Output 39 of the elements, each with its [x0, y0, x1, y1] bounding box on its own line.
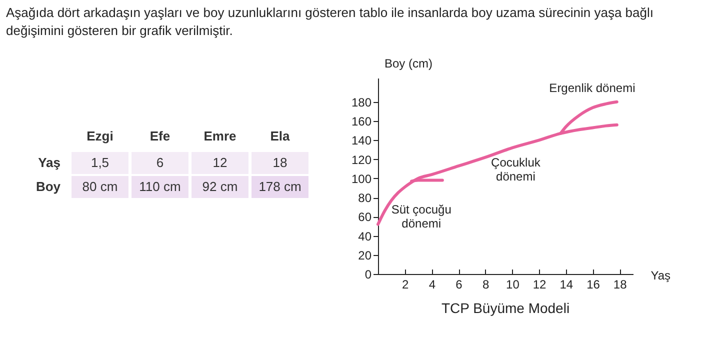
x-tick-label: 8 [482, 278, 490, 292]
data-label: 92 cm [202, 179, 238, 194]
x-tick-label: 4 [428, 278, 436, 292]
annotation: Süt çocuğu dönemi [391, 202, 452, 230]
x-tick-label: 18 [613, 278, 628, 292]
data-label: 18 [272, 155, 288, 170]
chart-title: Aşağıda dört arkadaşın yaşları ve boy uzunluklarını gösteren tablo ile insanlarda boy uzama sürecinin yaşa bağlı değişimini gösteren bir grafik verilmiştir. [6, 4, 654, 40]
y-tick-label: 140 [351, 134, 372, 148]
annotation: Ergenlik dönemi [549, 80, 636, 95]
data-label: 12 [212, 155, 228, 170]
annotation: Çocukluk dönemi [491, 155, 542, 184]
y-tick-label: 40 [358, 229, 372, 244]
x-tick-label: 16 [586, 278, 600, 292]
data-label: 1,5 [90, 155, 110, 170]
x-tick-label: Ela [270, 128, 291, 144]
y-tick-label: 160 [351, 114, 372, 129]
x-tick-label: Efe [150, 128, 170, 144]
y-tick-label: 100 [351, 172, 372, 186]
x-tick-label: Emre [204, 128, 236, 144]
text: TCP Büyüme Modeli [441, 300, 570, 316]
y-tick-label: 20 [358, 248, 372, 262]
x-tick-label: 10 [506, 278, 520, 292]
data-label: 110 cm [139, 179, 181, 194]
y-tick-label: 0 [364, 268, 372, 282]
x-tick-label: 14 [560, 278, 574, 292]
y-tick-label: Boy [36, 179, 62, 194]
data-label: 178 cm [258, 179, 302, 194]
data-label: 6 [156, 155, 164, 170]
y-tick-label: 120 [351, 152, 372, 167]
y-axis-title: Boy (cm) [384, 56, 433, 70]
x-tick-label: 6 [456, 278, 463, 292]
x-tick-label: Ezgi [86, 128, 114, 144]
y-tick-label: 80 [358, 191, 372, 206]
x-axis-title: Yaş [650, 268, 670, 282]
y-tick-label: 180 [351, 95, 372, 110]
x-tick-label: 12 [532, 278, 547, 292]
x-tick-label: 2 [402, 278, 409, 292]
y-tick-label: 60 [358, 210, 372, 224]
data-label: 80 cm [82, 179, 118, 194]
